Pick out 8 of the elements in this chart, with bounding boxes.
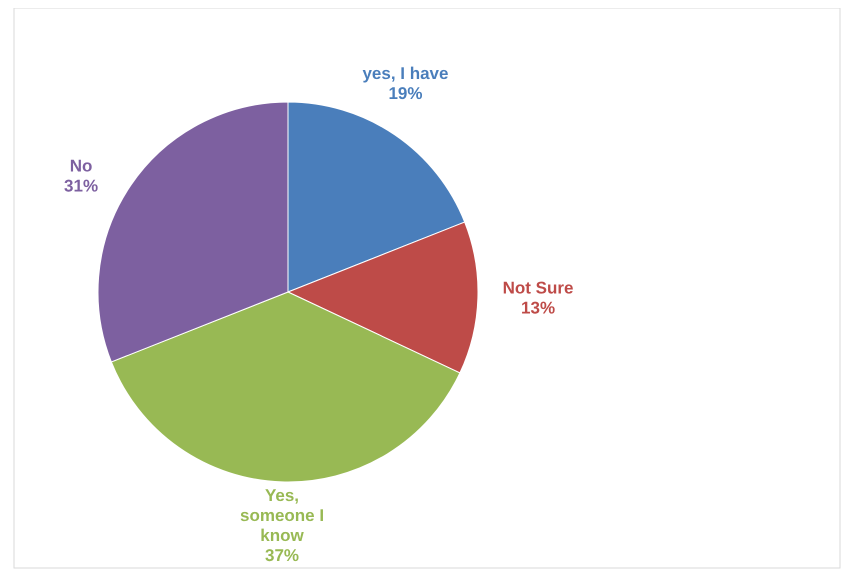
data-label: 37% bbox=[265, 546, 300, 565]
slice-label: Not Sure bbox=[502, 278, 574, 298]
slice-label: Yes, someone I know bbox=[240, 486, 324, 545]
slice-label: yes, I have bbox=[362, 64, 448, 83]
data-label: 13% bbox=[521, 298, 556, 318]
data-label: 31% bbox=[64, 176, 98, 196]
data-label: 19% bbox=[388, 84, 422, 103]
slice-label: No bbox=[70, 156, 92, 176]
